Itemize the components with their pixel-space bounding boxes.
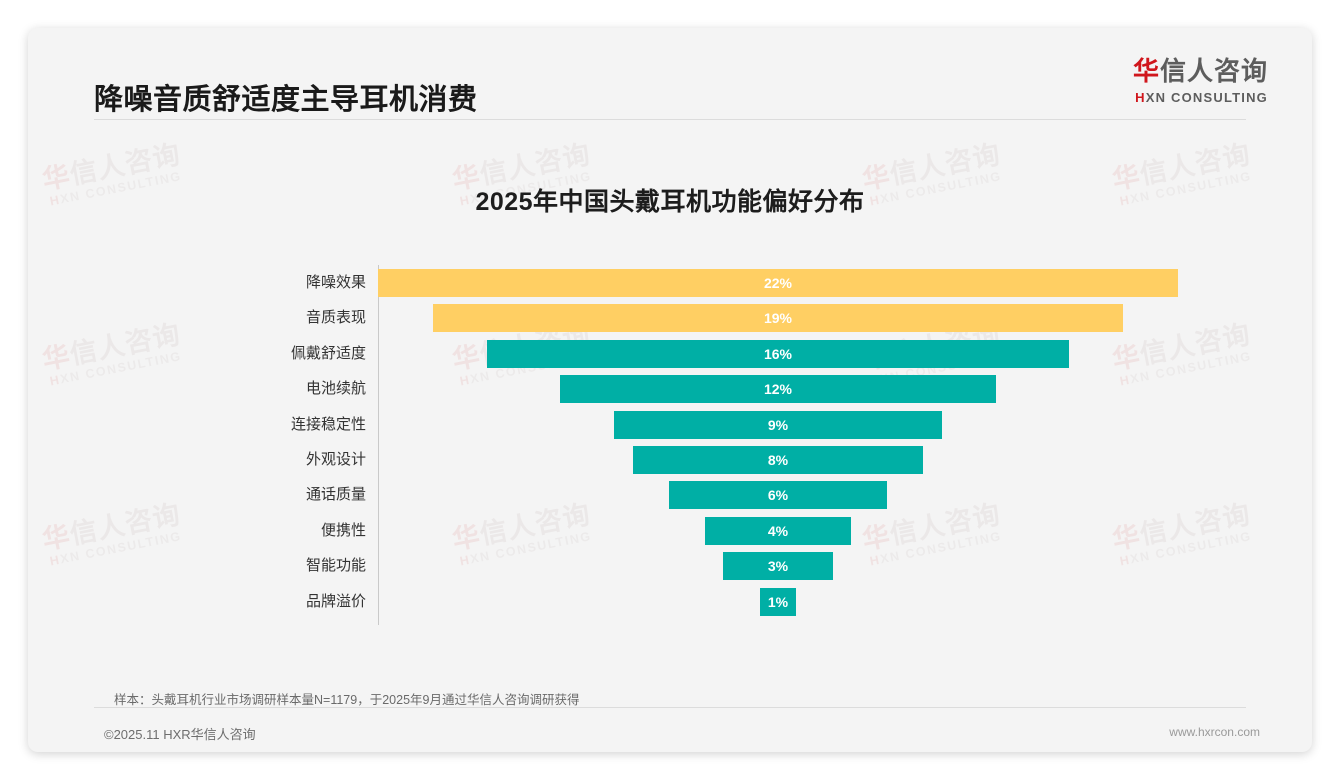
funnel-value-label: 4% (767, 522, 789, 539)
funnel-bar[interactable]: 19% (432, 304, 1124, 333)
slide-header: 降噪音质舒适度主导耳机消费 华信人咨询 HXN CONSULTING (28, 28, 1312, 122)
funnel-value-label: 9% (767, 416, 789, 433)
funnel-row: 连接稳定性 9% (118, 407, 1218, 443)
funnel-value-label: 16% (763, 345, 792, 362)
brand-logo-en-text: HXN CONSULTING (1133, 91, 1268, 104)
funnel-category-label: 音质表现 (305, 309, 366, 327)
chart-area: 2025年中国头戴耳机功能偏好分布 降噪效果 22% 音质表现 19% 佩戴舒适度 16%… (28, 122, 1312, 682)
funnel-row: 音质表现 19% (118, 300, 1218, 336)
funnel-value-label: 12% (763, 381, 792, 398)
funnel-bar[interactable]: 12% (559, 375, 997, 404)
funnel-chart: 降噪效果 22% 音质表现 19% 佩戴舒适度 16% 电池续航 12% 连接稳定性 9% 外观设计… (118, 265, 1218, 625)
funnel-category-label: 降噪效果 (305, 274, 366, 291)
funnel-category-label: 便携性 (320, 521, 366, 539)
website-text: www.hxrcon.com (1169, 725, 1260, 739)
brand-logo-en-red-char: H (1135, 90, 1146, 105)
category-axis-line (378, 265, 379, 625)
funnel-row: 通话质量 6% (118, 477, 1218, 513)
funnel-value-label: 1% (767, 593, 789, 610)
funnel-row: 外观设计 8% (118, 442, 1218, 478)
brand-logo-en-rest: XN CONSULTING (1145, 90, 1268, 105)
funnel-row: 智能功能 3% (118, 548, 1218, 584)
funnel-bar[interactable]: 8% (632, 446, 924, 474)
funnel-bar[interactable]: 1% (759, 587, 797, 616)
brand-logo: 华信人咨询 HXN CONSULTING (1133, 58, 1268, 104)
funnel-bar[interactable]: 4% (705, 516, 851, 545)
page-title: 降噪音质舒适度主导耳机消费 (94, 84, 478, 116)
funnel-category-label: 电池续航 (305, 380, 366, 398)
funnel-category-label: 智能功能 (305, 557, 366, 575)
funnel-category-label: 通话质量 (305, 486, 366, 504)
funnel-bar[interactable]: 6% (668, 481, 888, 510)
funnel-row: 电池续航 12% (118, 371, 1218, 407)
funnel-value-label: 3% (767, 558, 789, 575)
funnel-value-label: 8% (767, 452, 789, 468)
funnel-bar[interactable]: 16% (487, 339, 1069, 368)
funnel-bar[interactable]: 22% (378, 269, 1178, 297)
funnel-category-label: 连接稳定性 (290, 415, 366, 433)
funnel-category-label: 品牌溢价 (305, 592, 366, 610)
funnel-row: 佩戴舒适度 16% (118, 336, 1218, 372)
brand-logo-cn-rest: 信人咨询 (1159, 56, 1268, 86)
slide-card: 华信人咨询 HXN CONSULTING 华信人咨询 HXN CONSULTING 华信… (28, 28, 1312, 752)
funnel-row: 品牌溢价 1% (118, 584, 1218, 620)
chart-title: 2025年中国头戴耳机功能偏好分布 (475, 188, 865, 216)
slide-footer: ©2025.11 HXR华信人咨询 www.hxrcon.com (28, 716, 1312, 752)
header-divider (94, 119, 1246, 120)
footer-divider (94, 707, 1246, 708)
funnel-category-label: 外观设计 (305, 451, 366, 468)
funnel-bar[interactable]: 3% (723, 552, 833, 581)
brand-logo-cn-red-char: 华 (1132, 56, 1160, 86)
funnel-value-label: 6% (767, 487, 789, 504)
funnel-value-label: 22% (763, 275, 793, 291)
funnel-bar[interactable]: 9% (614, 410, 942, 439)
funnel-category-label: 佩戴舒适度 (290, 344, 366, 362)
funnel-row: 降噪效果 22% (118, 265, 1218, 301)
brand-logo-cn-text: 华信人咨询 (1133, 58, 1268, 84)
funnel-row: 便携性 4% (118, 513, 1218, 549)
copyright-text: ©2025.11 HXR华信人咨询 (104, 727, 256, 742)
funnel-value-label: 19% (763, 310, 792, 327)
chart-footnote: 样本：头戴耳机行业市场调研样本量N=1179，于2025年9月通过华信人咨询调研… (114, 693, 580, 707)
